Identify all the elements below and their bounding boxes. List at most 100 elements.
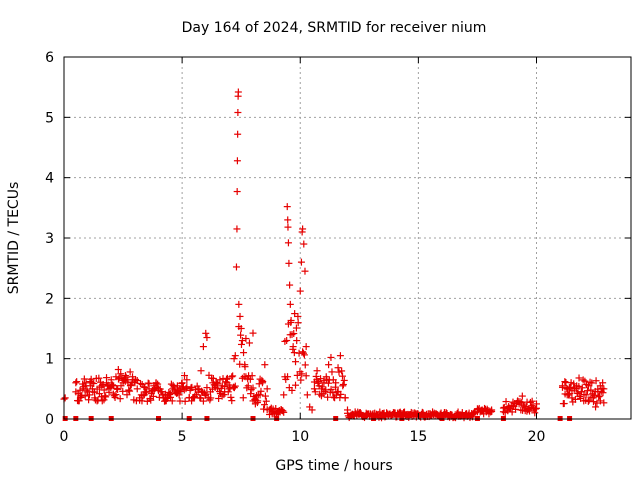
data-point — [526, 407, 534, 415]
data-point — [300, 351, 308, 359]
data-point — [583, 387, 591, 395]
data-point — [337, 390, 345, 398]
data-point — [183, 383, 191, 391]
data-point — [312, 372, 320, 380]
data-point — [340, 376, 348, 384]
data-points — [60, 88, 608, 422]
data-point — [144, 379, 152, 387]
data-point — [88, 385, 96, 393]
data-point — [225, 385, 233, 393]
data-point — [147, 390, 155, 398]
y-tick-label: 2 — [45, 291, 54, 307]
data-point — [234, 130, 242, 138]
data-point — [230, 355, 238, 363]
data-point — [237, 331, 245, 339]
x-tick-label: 0 — [60, 429, 69, 445]
data-point — [292, 358, 300, 366]
x-tick-label: 15 — [409, 429, 427, 445]
data-point — [455, 411, 463, 419]
data-point — [110, 382, 118, 390]
data-point — [216, 376, 224, 384]
data-point — [78, 391, 86, 399]
data-point — [281, 373, 289, 381]
data-point — [246, 375, 254, 383]
data-point — [240, 349, 248, 357]
data-point — [294, 312, 302, 320]
data-point — [237, 340, 245, 348]
data-point — [299, 225, 307, 233]
data-point — [297, 376, 305, 384]
data-point — [254, 397, 262, 405]
data-point — [178, 379, 186, 387]
data-point — [119, 387, 127, 395]
data-point — [297, 258, 305, 266]
data-point — [355, 410, 363, 418]
data-point — [589, 394, 597, 402]
data-point — [116, 395, 124, 403]
data-point — [336, 352, 344, 360]
data-point — [125, 386, 133, 394]
data-point — [95, 374, 103, 382]
data-point — [566, 383, 574, 391]
data-point — [339, 372, 347, 380]
data-point — [192, 391, 200, 399]
data-point — [231, 382, 239, 390]
data-point — [257, 387, 265, 395]
data-point — [93, 397, 101, 405]
data-point — [324, 393, 332, 401]
data-point — [171, 388, 179, 396]
data-point — [238, 337, 246, 345]
data-point — [234, 109, 242, 117]
data-point — [469, 410, 477, 418]
data-point — [289, 343, 297, 351]
data-point — [241, 361, 249, 369]
data-point — [247, 390, 255, 398]
data-point — [157, 388, 165, 396]
data-point — [203, 334, 211, 342]
data-point — [214, 385, 222, 393]
data-point — [263, 385, 271, 393]
data-point — [237, 325, 245, 332]
data-point — [284, 216, 292, 224]
data-point — [72, 379, 80, 387]
data-point — [119, 379, 127, 387]
data-point — [317, 375, 325, 383]
data-point — [175, 391, 183, 399]
data-point — [228, 373, 236, 381]
y-tick-label: 3 — [45, 231, 54, 247]
data-point — [232, 263, 240, 271]
data-point — [478, 406, 486, 414]
chart-title: Day 164 of 2024, SRMTID for receiver niu… — [182, 20, 487, 36]
data-point — [147, 396, 155, 404]
data-point — [584, 382, 592, 390]
data-point — [221, 388, 229, 396]
data-point — [183, 376, 191, 384]
data-point — [249, 384, 257, 392]
data-point — [599, 389, 607, 397]
data-point — [204, 394, 212, 402]
data-point — [348, 410, 356, 418]
data-point — [107, 376, 115, 384]
data-point — [84, 388, 92, 396]
data-point — [206, 388, 214, 396]
data-point — [261, 392, 269, 400]
data-point — [231, 352, 239, 360]
data-point — [332, 391, 340, 399]
data-point — [258, 379, 266, 387]
data-point — [299, 349, 307, 357]
data-point — [105, 385, 113, 393]
data-point — [166, 390, 174, 398]
data-point — [334, 364, 342, 372]
data-point — [561, 378, 569, 386]
data-point — [145, 385, 153, 393]
data-point — [577, 388, 585, 396]
data-point — [391, 409, 399, 417]
y-tick-label: 6 — [45, 50, 54, 66]
y-tick-label: 5 — [45, 110, 54, 126]
data-point — [162, 397, 170, 405]
data-point — [592, 403, 600, 411]
data-point — [218, 382, 226, 390]
data-point — [61, 394, 69, 402]
data-point — [202, 390, 210, 398]
data-point — [203, 384, 211, 392]
